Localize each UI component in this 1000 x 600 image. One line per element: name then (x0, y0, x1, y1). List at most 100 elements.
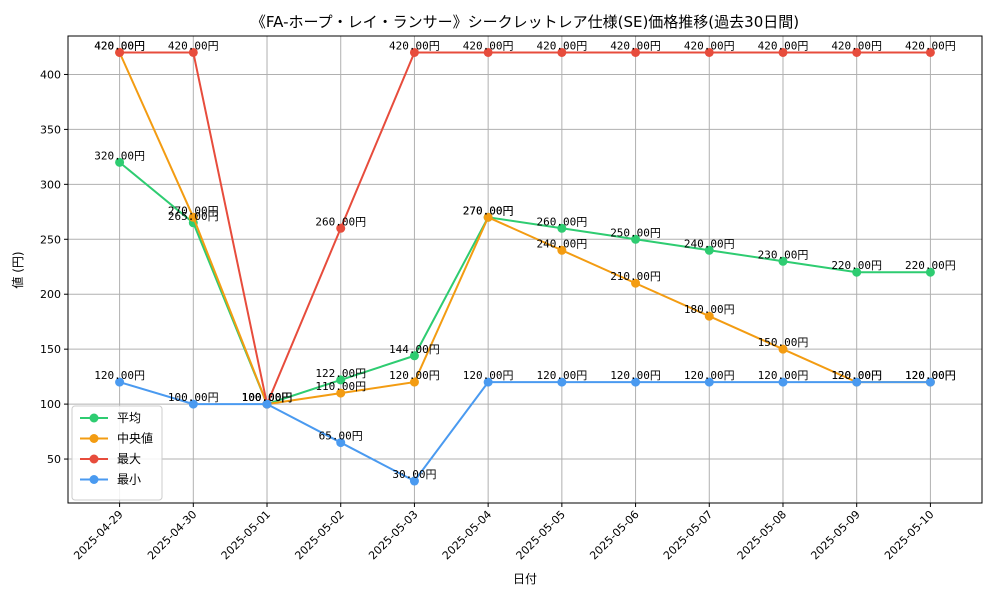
data-point (409, 351, 419, 361)
y-tick-label: 200 (40, 288, 61, 301)
data-label: 120.00円 (905, 369, 956, 382)
data-label: 110.00円 (315, 380, 366, 393)
legend-label: 最大 (117, 452, 141, 466)
data-label: 120.00円 (684, 369, 735, 382)
data-point (336, 223, 346, 233)
x-tick-label: 2025-05-07 (661, 508, 715, 562)
x-tick-label: 2025-05-03 (366, 508, 420, 562)
data-label: 65.00円 (319, 430, 363, 443)
plot-area (67, 35, 983, 504)
data-label: 420.00円 (168, 39, 219, 52)
x-tick-label: 2025-05-04 (440, 508, 494, 562)
data-label: 420.00円 (536, 39, 587, 52)
data-point (704, 47, 714, 57)
data-point (704, 377, 714, 387)
data-label: 240.00円 (536, 237, 587, 250)
data-label: 120.00円 (831, 369, 882, 382)
data-label: 100.00円 (242, 391, 293, 404)
data-point (409, 47, 419, 57)
x-tick-label: 2025-04-30 (145, 508, 199, 562)
series-0 (115, 157, 935, 409)
x-axis: 2025-04-29 2025-04-30 2025-05-01 2025-05-02… (71, 503, 937, 562)
data-point (925, 47, 935, 57)
data-label: 270.00円 (463, 204, 514, 217)
data-label: 420.00円 (94, 39, 145, 52)
legend-label: 平均 (117, 411, 141, 425)
data-point (483, 212, 493, 222)
data-label: 144.00円 (389, 343, 440, 356)
legend-item: 最小 (80, 473, 141, 487)
data-point (704, 311, 714, 321)
legend-swatch-marker (89, 454, 99, 464)
data-label: 30.00円 (392, 468, 436, 481)
data-label: 120.00円 (536, 369, 587, 382)
data-label: 100.00円 (242, 391, 293, 404)
data-label: 420.00円 (463, 39, 514, 52)
data-label: 250.00円 (610, 226, 661, 239)
x-tick-label: 2025-05-05 (514, 508, 568, 562)
data-point (631, 278, 641, 288)
y-axis-label: 値 (円) (10, 251, 25, 288)
legend-item: 最大 (80, 452, 141, 466)
y-tick-label: 50 (47, 453, 61, 466)
data-point (778, 377, 788, 387)
x-tick-label: 2025-05-10 (882, 508, 936, 562)
data-label: 265.00円 (168, 210, 219, 223)
data-label: 150.00円 (758, 336, 809, 349)
data-point (483, 47, 493, 57)
data-label: 122.00円 (315, 367, 366, 380)
data-label: 120.00円 (758, 369, 809, 382)
x-tick-label: 2025-05-08 (735, 508, 789, 562)
data-label: 420.00円 (389, 39, 440, 52)
legend-swatch-marker (89, 413, 99, 423)
data-label: 120.00円 (831, 369, 882, 382)
data-point (925, 377, 935, 387)
x-tick-label: 2025-05-01 (219, 508, 273, 562)
data-label: 120.00円 (463, 369, 514, 382)
y-tick-label: 400 (40, 68, 61, 81)
legend-item: 平均 (80, 411, 141, 425)
y-tick-label: 300 (40, 178, 61, 191)
y-tick-label: 250 (40, 233, 61, 246)
series-3 (115, 377, 935, 486)
data-label: 420.00円 (94, 39, 145, 52)
data-point (188, 399, 198, 409)
data-label: 120.00円 (389, 369, 440, 382)
series-line (119, 381, 931, 483)
data-label: 420.00円 (758, 39, 809, 52)
data-point (778, 47, 788, 57)
data-label: 260.00円 (315, 215, 366, 228)
data-point (557, 223, 567, 233)
data-point (188, 212, 198, 222)
data-point (336, 438, 346, 448)
data-point (778, 256, 788, 266)
data-point (188, 47, 198, 57)
data-point (557, 377, 567, 387)
data-point (115, 157, 125, 167)
x-tick-label: 2025-05-02 (292, 508, 346, 562)
series-line (119, 51, 931, 408)
data-point (852, 47, 862, 57)
chart-title: 《FA-ホープ・レイ・ランサー》シークレットレア仕様(SE)価格推移(過去30日… (251, 13, 799, 31)
series-layer (115, 47, 935, 486)
y-tick-label: 150 (40, 343, 61, 356)
legend-label: 最小 (117, 473, 141, 487)
data-point (557, 47, 567, 57)
data-label: 220.00円 (831, 259, 882, 272)
data-label: 220.00円 (905, 259, 956, 272)
data-label: 320.00円 (94, 149, 145, 162)
data-label: 100.00円 (168, 391, 219, 404)
data-label: 420.00円 (831, 39, 882, 52)
data-point (631, 234, 641, 244)
x-tick-label: 2025-05-09 (808, 508, 862, 562)
data-label: 120.00円 (610, 369, 661, 382)
data-point (115, 377, 125, 387)
data-point (631, 47, 641, 57)
series-2 (115, 47, 935, 409)
data-point (262, 399, 272, 409)
x-axis-label: 日付 (513, 572, 537, 586)
data-point (483, 377, 493, 387)
data-point (925, 267, 935, 277)
